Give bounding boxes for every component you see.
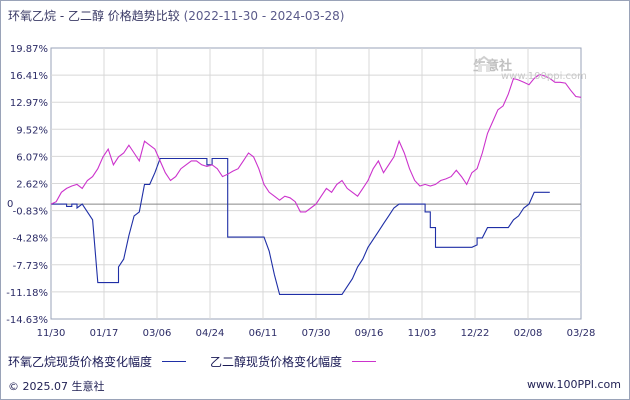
chart-title-main: 环氧乙烷 - 乙二醇 价格趋势比较 xyxy=(8,9,180,23)
watermark-url-wrap: www.100ppi.com xyxy=(501,71,587,82)
x-tick-label: 07/30 xyxy=(302,328,331,339)
y-tick-label: 19.87% xyxy=(10,44,48,55)
footer-copyright: © 2025.07 生意社 xyxy=(8,380,105,393)
legend-item-series1: 环氧乙烷现货价格变化幅度 xyxy=(8,353,187,370)
y-tick-label: 2.62% xyxy=(16,180,48,191)
footer: © 2025.07 生意社 www.100PPI.com xyxy=(1,373,629,399)
chart-title-range: (2022-11-30 - 2024-03-28) xyxy=(183,9,345,23)
chart-title: 环氧乙烷 - 乙二醇 价格趋势比较 (2022-11-30 - 2024-03-… xyxy=(8,7,344,24)
y-tick-label: -7.73% xyxy=(13,261,48,272)
footer-site-link[interactable]: www.100PPI.com xyxy=(527,378,621,391)
x-tick-label: 02/08 xyxy=(514,328,543,339)
y-tick-label: -0.83% xyxy=(13,207,48,218)
legend-swatch-series2 xyxy=(352,361,377,362)
watermark: 生意社 xyxy=(473,55,516,74)
x-tick-label: 04/24 xyxy=(196,328,225,339)
watermark-url: www.100ppi.com xyxy=(501,71,587,82)
chart-legend: 环氧乙烷现货价格变化幅度 乙二醇现货价格变化幅度 xyxy=(8,353,400,370)
zero-label: 0 xyxy=(7,199,13,210)
y-tick-label: -4.28% xyxy=(13,234,48,245)
x-tick-label: 06/11 xyxy=(249,328,278,339)
y-tick-label: 12.97% xyxy=(10,98,48,109)
x-tick-label: 03/28 xyxy=(567,328,596,339)
y-tick-label: -14.63% xyxy=(6,315,48,326)
legend-item-series2: 乙二醇现货价格变化幅度 xyxy=(210,353,377,370)
legend-swatch-series1 xyxy=(162,361,187,362)
x-tick-label: 01/17 xyxy=(90,328,119,339)
x-tick-label: 12/22 xyxy=(461,328,490,339)
x-tick-label: 11/30 xyxy=(37,328,66,339)
y-tick-label: 6.07% xyxy=(16,152,48,163)
series-line-2 xyxy=(50,73,582,213)
x-tick-label: 09/16 xyxy=(355,328,384,339)
y-tick-label: 9.52% xyxy=(16,125,48,136)
y-tick-label: 16.41% xyxy=(10,71,48,82)
x-tick-label: 03/06 xyxy=(143,328,172,339)
x-tick-label: 11/03 xyxy=(408,328,437,339)
legend-label-series1: 环氧乙烷现货价格变化幅度 xyxy=(8,355,153,369)
house-logo-icon xyxy=(474,55,494,72)
y-tick-label: -11.18% xyxy=(6,288,48,299)
legend-label-series2: 乙二醇现货价格变化幅度 xyxy=(210,355,343,369)
series-line-1 xyxy=(51,157,550,295)
